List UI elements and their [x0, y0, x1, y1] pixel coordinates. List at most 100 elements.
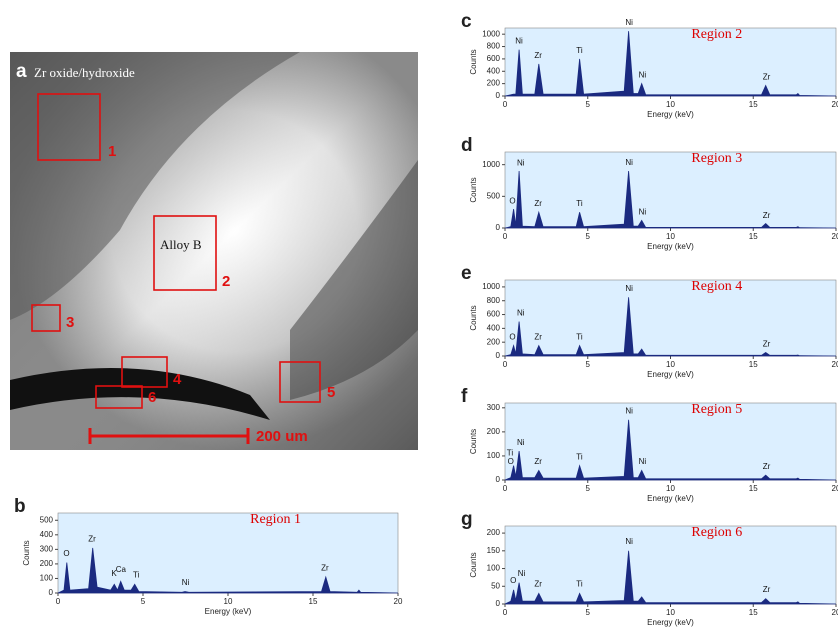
peak-label: Zr: [763, 73, 771, 82]
panel-label: d: [461, 135, 473, 156]
y-tick-label: 200: [487, 79, 501, 88]
region-box: [279, 361, 321, 403]
y-tick-label: 400: [487, 323, 501, 332]
y-tick-label: 1000: [482, 282, 500, 291]
x-tick-label: 0: [503, 232, 508, 241]
peak-label: K: [111, 569, 117, 578]
x-tick-label: 0: [503, 484, 508, 493]
peak-label: O: [510, 576, 516, 585]
y-tick-label: 100: [487, 451, 501, 460]
x-tick-label: 0: [503, 360, 508, 369]
peak-label: Ni: [625, 284, 633, 293]
peak-label: Zr: [763, 462, 771, 471]
y-tick-label: 200: [40, 559, 54, 568]
y-axis-label: Counts: [469, 305, 478, 330]
peak-label: Ni: [518, 569, 526, 578]
y-axis-label: Counts: [469, 429, 478, 454]
peak-label: Zr: [763, 339, 771, 348]
x-axis-label: Energy (keV): [647, 242, 694, 251]
panel-label: e: [461, 263, 472, 284]
peak-label: Ni: [517, 159, 525, 168]
y-tick-label: 0: [49, 588, 54, 597]
x-axis-label: Energy (keV): [205, 607, 252, 616]
x-axis-label: Energy (keV): [647, 618, 694, 627]
spectrum: [504, 170, 837, 229]
x-tick-label: 15: [749, 484, 758, 493]
peak-label: Ni: [517, 438, 525, 447]
micrograph: a Zr oxide/hydroxide Alloy B 1 2 3 4 5 6…: [10, 52, 418, 450]
peak-label: O: [509, 332, 515, 341]
chart-title: Region 3: [691, 151, 742, 166]
panel-label: f: [461, 386, 468, 407]
chart-title: Region 4: [691, 279, 742, 294]
x-tick-label: 20: [832, 360, 838, 369]
y-tick-label: 800: [487, 296, 501, 305]
x-tick-label: 5: [586, 360, 591, 369]
plot-area: [504, 279, 837, 357]
chart-title: Region 6: [691, 525, 742, 540]
peak-label: Zr: [534, 457, 542, 466]
peak-label: Ni: [625, 158, 633, 167]
plot-area: [504, 151, 837, 229]
y-tick-label: 500: [40, 515, 54, 524]
y-tick-label: 200: [487, 528, 501, 537]
y-axis-label: Counts: [469, 49, 478, 74]
peak-label: Zr: [534, 332, 542, 341]
x-tick-label: 5: [586, 100, 591, 109]
x-tick-label: 20: [832, 608, 838, 617]
peak-label: Zr: [534, 51, 542, 60]
peak-label: Ca: [116, 565, 127, 574]
y-tick-label: 0: [496, 475, 501, 484]
peak-label: Ni: [639, 207, 647, 216]
peak-label: Ni: [639, 71, 647, 80]
x-axis-label: Energy (keV): [647, 110, 694, 119]
plot-area: [504, 525, 837, 605]
region-box: [121, 356, 168, 388]
peak-label: Ti: [133, 571, 140, 580]
peak-label: Ni: [625, 407, 633, 416]
x-tick-label: 5: [586, 608, 591, 617]
y-tick-label: 500: [487, 191, 501, 200]
peak-label: Ti: [507, 449, 514, 458]
y-tick-label: 150: [487, 546, 501, 555]
y-tick-label: 0: [496, 351, 501, 360]
box-number: 4: [173, 371, 182, 388]
y-axis-label: Counts: [469, 552, 478, 577]
y-tick-label: 200: [487, 427, 501, 436]
peak-label: Ni: [639, 457, 647, 466]
y-tick-label: 800: [487, 42, 501, 51]
x-tick-label: 20: [394, 597, 403, 606]
caption: Zr oxide/hydroxide: [34, 65, 135, 80]
peak-label: Ti: [576, 46, 583, 55]
oxide-region: [10, 52, 300, 320]
x-tick-label: 15: [749, 232, 758, 241]
x-tick-label: 10: [666, 360, 675, 369]
x-tick-label: 15: [749, 360, 758, 369]
chart-title: Region 1: [250, 512, 301, 527]
y-tick-label: 50: [491, 581, 500, 590]
peak-label: O: [509, 197, 515, 206]
x-tick-label: 15: [309, 597, 318, 606]
box-number: 2: [222, 273, 230, 290]
box-number: 1: [108, 143, 116, 160]
x-tick-label: 10: [666, 608, 675, 617]
x-tick-label: 10: [666, 100, 675, 109]
x-tick-label: 20: [832, 232, 838, 241]
x-tick-label: 5: [586, 232, 591, 241]
peak-label: Zr: [534, 199, 542, 208]
region-box: [95, 385, 143, 409]
spectrum: [504, 419, 837, 481]
peak-label: Ti: [576, 580, 583, 589]
y-tick-label: 400: [40, 530, 54, 539]
peak-label: Ni: [625, 18, 633, 27]
crack: [10, 368, 270, 420]
oxide-region: [290, 160, 418, 400]
peak-label: Ti: [576, 332, 583, 341]
panel-label: g: [461, 509, 473, 530]
chart-title: Region 2: [691, 27, 742, 42]
spectrum: [504, 31, 837, 97]
peak-label: Ni: [625, 537, 633, 546]
x-tick-label: 0: [503, 100, 508, 109]
x-tick-label: 5: [586, 484, 591, 493]
spectrum: [57, 547, 399, 594]
